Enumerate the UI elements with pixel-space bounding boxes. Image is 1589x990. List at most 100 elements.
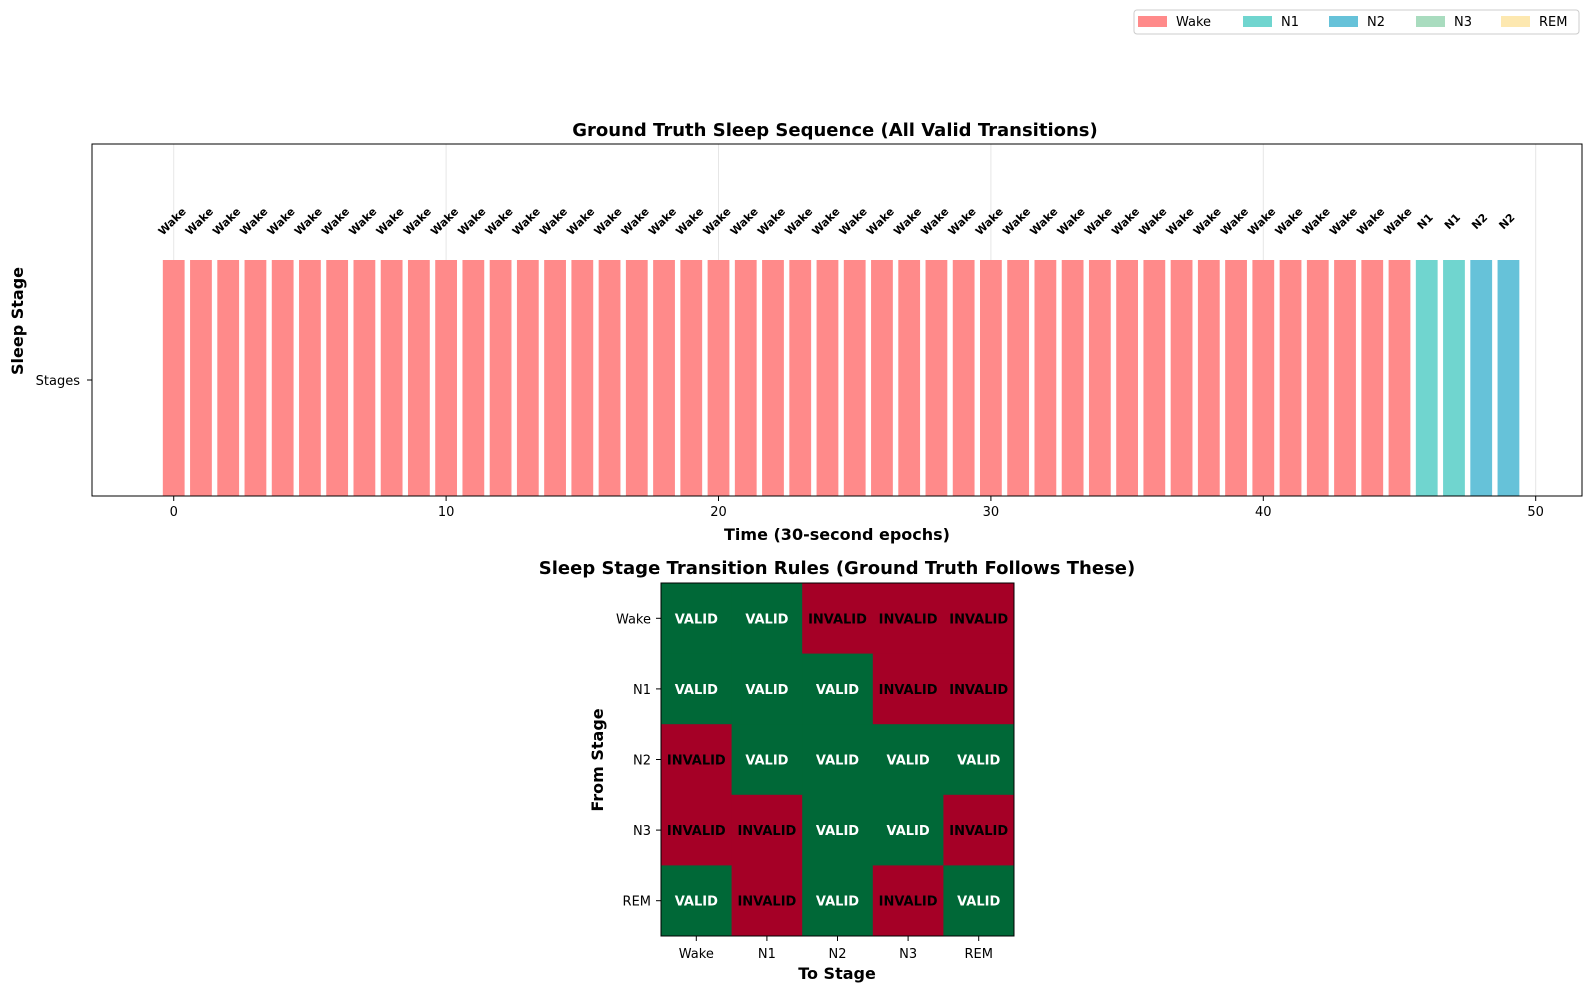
bar-epoch-16 — [598, 260, 621, 496]
heatmap-cell-rem-to-n3 — [872, 865, 944, 937]
bar-label-epoch-30: Wake — [973, 205, 1006, 238]
bar-epoch-34 — [1088, 260, 1111, 496]
heatmap-cell-wake-to-rem — [943, 583, 1015, 655]
sequence-bars — [162, 260, 1520, 496]
legend-swatch-n1 — [1243, 16, 1272, 27]
heatmap-cell-n2-to-n2 — [802, 724, 874, 796]
bar-label-epoch-44: Wake — [1354, 205, 1387, 238]
bar-label-epoch-8: Wake — [374, 205, 407, 238]
bar-epoch-19 — [680, 260, 703, 496]
bar-epoch-39 — [1225, 260, 1247, 496]
bar-label-epoch-29: Wake — [946, 205, 979, 238]
sequence-x-axis-label: Time (30-second epochs) — [724, 525, 950, 544]
legend-swatch-wake — [1138, 16, 1167, 27]
heatmap-x-tick-label-rem: REM — [964, 947, 992, 962]
heatmap-cell-label-n2-to-rem: VALID — [957, 754, 1000, 769]
sequence-bar-labels: WakeWakeWakeWakeWakeWakeWakeWakeWakeWake… — [156, 205, 1518, 238]
bar-label-epoch-43: Wake — [1327, 205, 1360, 238]
legend-label-n1: N1 — [1281, 15, 1299, 30]
sequence-x-ticks: 0 10 20 30 40 50 — [170, 496, 1544, 520]
legend-label-rem: REM — [1539, 15, 1567, 30]
heatmap-y-tick-label-n3: N3 — [633, 824, 651, 839]
bar-label-epoch-17: Wake — [619, 205, 652, 238]
legend-swatch-rem — [1501, 16, 1530, 27]
bar-label-epoch-41: Wake — [1273, 205, 1306, 238]
bar-epoch-12 — [489, 260, 512, 496]
bar-label-epoch-0: Wake — [156, 205, 189, 238]
bar-label-epoch-28: Wake — [918, 205, 951, 238]
bar-epoch-42 — [1306, 260, 1329, 496]
heatmap-cell-rem-to-wake — [661, 865, 733, 937]
bar-label-epoch-35: Wake — [1109, 205, 1142, 238]
heatmap-x-tick-label-n3: N3 — [899, 947, 917, 962]
heatmap-cell-label-wake-to-n1: VALID — [745, 612, 788, 627]
heatmap-x-axis-label: To Stage — [798, 964, 876, 983]
bar-epoch-33 — [1061, 260, 1084, 496]
x-tick-label-30: 30 — [983, 505, 1000, 520]
bar-epoch-7 — [353, 260, 376, 496]
bar-label-epoch-23: Wake — [782, 205, 815, 238]
bar-label-epoch-6: Wake — [319, 205, 352, 238]
x-tick-label-0: 0 — [170, 505, 178, 520]
heatmap-cells: VALID VALID INVALID INVALID INVALID VALID VALI… — [661, 583, 1015, 937]
bar-label-epoch-7: Wake — [346, 205, 379, 238]
bar-label-epoch-45: Wake — [1382, 205, 1415, 238]
heatmap-cell-label-rem-to-n3: INVALID — [879, 895, 938, 910]
bar-label-epoch-34: Wake — [1082, 205, 1115, 238]
bar-epoch-45 — [1388, 260, 1411, 496]
heatmap-cell-wake-to-n2 — [802, 583, 874, 655]
heatmap-cell-label-n2-to-n2: VALID — [816, 754, 859, 769]
bar-epoch-25 — [843, 260, 866, 496]
bar-epoch-22 — [762, 260, 784, 496]
bar-epoch-3 — [244, 260, 267, 496]
heatmap-cell-rem-to-n1 — [731, 865, 803, 937]
heatmap-y-tick-label-n2: N2 — [633, 754, 651, 769]
bar-label-epoch-1: Wake — [183, 205, 216, 238]
bar-label-epoch-27: Wake — [891, 205, 924, 238]
bar-label-epoch-5: Wake — [292, 205, 325, 238]
bar-epoch-30 — [980, 260, 1002, 496]
bar-label-epoch-31: Wake — [1000, 205, 1033, 238]
heatmap-cell-label-n3-to-n1: INVALID — [737, 824, 796, 839]
x-tick-label-10: 10 — [438, 505, 455, 520]
bar-label-epoch-12: Wake — [483, 205, 516, 238]
heatmap-cell-n2-to-n3 — [872, 724, 944, 796]
heatmap-cell-n1-to-rem — [943, 653, 1015, 725]
bar-epoch-48 — [1470, 260, 1493, 496]
bar-epoch-38 — [1197, 260, 1220, 496]
bar-label-epoch-20: Wake — [701, 205, 734, 238]
bar-label-epoch-39: Wake — [1218, 205, 1251, 238]
bar-epoch-6 — [326, 260, 349, 496]
bar-epoch-10 — [435, 260, 458, 496]
bar-label-epoch-15: Wake — [564, 205, 597, 238]
bar-epoch-47 — [1443, 260, 1465, 496]
bar-label-epoch-33: Wake — [1055, 205, 1088, 238]
bar-epoch-26 — [871, 260, 893, 496]
bar-label-epoch-26: Wake — [864, 205, 897, 238]
bar-label-epoch-9: Wake — [401, 205, 434, 238]
bar-epoch-1 — [190, 260, 212, 496]
bar-label-epoch-2: Wake — [210, 205, 243, 238]
heatmap-y-tick-label-n1: N1 — [633, 683, 651, 698]
heatmap-cell-n1-to-n2 — [802, 653, 874, 725]
heatmap-cell-label-n3-to-n2: VALID — [816, 824, 859, 839]
bar-epoch-37 — [1170, 260, 1193, 496]
heatmap-cell-n2-to-n1 — [731, 724, 803, 796]
x-tick-label-40: 40 — [1255, 505, 1272, 520]
bar-label-epoch-24: Wake — [809, 205, 842, 238]
heatmap-cell-label-wake-to-n2: INVALID — [808, 612, 867, 627]
bar-epoch-21 — [734, 260, 757, 496]
sequence-chart: Ground Truth Sleep Sequence (All Valid T… — [8, 120, 1583, 544]
bar-epoch-23 — [789, 260, 812, 496]
heatmap-cell-label-n1-to-n3: INVALID — [879, 683, 938, 698]
heatmap-cell-label-n2-to-n1: VALID — [745, 754, 788, 769]
legend-label-n3: N3 — [1454, 15, 1472, 30]
bar-label-epoch-3: Wake — [237, 205, 270, 238]
bar-label-epoch-4: Wake — [265, 205, 298, 238]
heatmap-cell-n3-to-n1 — [731, 794, 803, 866]
heatmap-cell-rem-to-rem — [943, 865, 1015, 937]
bar-epoch-9 — [407, 260, 430, 496]
heatmap-cell-n2-to-rem — [943, 724, 1015, 796]
bar-label-epoch-42: Wake — [1300, 205, 1333, 238]
bar-epoch-28 — [925, 260, 948, 496]
